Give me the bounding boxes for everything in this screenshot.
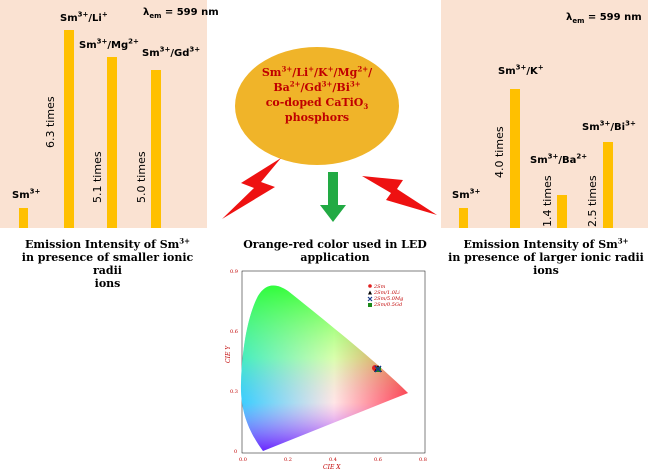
cie-x-tick-0: 0.0 — [239, 457, 247, 463]
left-bar-sm — [19, 208, 28, 228]
legend-marker-2sm-1li — [368, 290, 372, 295]
left-bar-sm-li — [64, 30, 74, 228]
right-factor-k: 4.0 times — [493, 126, 506, 178]
right-factor-bi: 2.5 times — [586, 175, 599, 227]
left-lambda-label: λem = 599 nm — [143, 7, 219, 20]
left-label-sm-gd: Sm3+/Gd3+ — [142, 45, 201, 59]
cie-x-tick-0-4: 0.4 — [329, 457, 337, 463]
right-bar-sm-ba — [557, 195, 567, 228]
center-caption: Orange-red color used in LED application — [243, 238, 427, 264]
left-label-sm-mg: Sm3+/Mg2+ — [79, 37, 139, 51]
legend-marker-2sm-0-5gd — [368, 303, 372, 307]
cie-x-tick-0-2: 0.2 — [284, 457, 292, 463]
left-chart-panel — [0, 0, 207, 228]
cie-y-tick-0-6: 0.6 — [230, 329, 238, 335]
right-bar-sm-bi — [603, 142, 613, 228]
right-lambda-label: λem = 599 nm — [566, 12, 642, 25]
phosphor-title: Sm3+/Li+/K+/Mg2+/Ba2+/Gd3+/Bi3+ co-doped … — [261, 64, 373, 124]
cie-y-tick-0: 0 — [234, 449, 237, 455]
left-caption: Emission Intensity of Sm3+ in presence of… — [21, 236, 194, 290]
right-lightning-bolt — [362, 176, 437, 215]
cie-x-tick-0-6: 0.6 — [374, 457, 382, 463]
right-factor-ba: 1.4 times — [541, 175, 554, 227]
right-bar-sm — [459, 208, 468, 228]
right-label-sm-bi: Sm3+/Bi3+ — [582, 119, 636, 133]
cie-y-tick-0-9: 0.9 — [230, 269, 238, 275]
legend-marker-2sm — [368, 284, 372, 288]
down-arrow — [320, 172, 346, 222]
legend-label-2sm-1li: 2Sm/1.0Li — [373, 290, 400, 296]
cie-y-label: CIE Y — [225, 345, 232, 363]
left-label-sm-li: Sm3+/Li+ — [60, 10, 108, 24]
left-lightning-bolt — [222, 158, 281, 219]
left-bar-sm-mg — [107, 57, 117, 228]
cie-x-label: CIE X — [323, 464, 341, 471]
phosphor-ellipse — [235, 47, 399, 165]
left-bar-sm-gd — [151, 70, 161, 228]
right-label-sm-ba: Sm3+/Ba2+ — [530, 152, 588, 166]
legend-marker-2sm-5mg — [367, 296, 373, 302]
legend-label-2sm: 2Sm — [373, 284, 386, 290]
cie-x-tick-0-8: 0.8 — [419, 457, 427, 463]
cie-chart: 0.9 0.6 0.3 0 0.0 0.2 0.4 0.6 0.8 CIE X … — [225, 269, 427, 471]
right-bar-sm-k — [510, 89, 520, 228]
legend-label-2sm-5mg: 2Sm/5.0Mg — [373, 296, 403, 302]
legend-label-2sm-0-5gd: 2Sm/0.5Gd — [373, 302, 402, 308]
left-factor-gd: 5.0 times — [135, 151, 148, 203]
right-label-sm-k: Sm3+/K+ — [498, 63, 544, 77]
right-chart-panel — [441, 0, 648, 228]
left-factor-li: 6.3 times — [44, 96, 57, 148]
right-caption: Emission Intensity of Sm3+ in presence of… — [448, 236, 644, 277]
right-label-sm: Sm3+ — [452, 187, 481, 201]
left-factor-mg: 5.1 times — [91, 151, 104, 203]
left-label-sm: Sm3+ — [12, 187, 41, 201]
cie-y-tick-0-3: 0.3 — [230, 389, 238, 395]
cie-point-2sm-5mg — [374, 365, 382, 373]
